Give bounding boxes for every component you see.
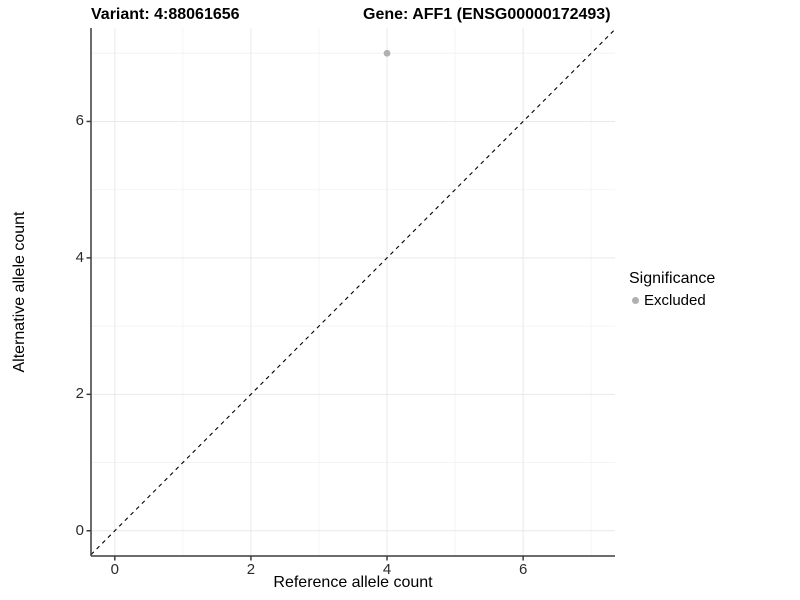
plot-title-gene: Gene: AFF1 (ENSG00000172493) [363, 6, 611, 23]
legend-items: Excluded [629, 292, 797, 309]
y-axis-title: Alternative allele count [11, 211, 28, 373]
identity-line [90, 28, 616, 556]
x-tick-label: 6 [518, 561, 528, 578]
x-axis-title: Reference allele count [273, 574, 433, 591]
y-tick-label: 6 [75, 112, 84, 130]
x-tick-label: 0 [110, 561, 119, 578]
y-tick-label: 0 [75, 521, 84, 539]
x-tick-label: 4 [382, 561, 392, 578]
legend: Significance Excluded [629, 270, 797, 309]
y-tick-label: 4 [75, 248, 84, 266]
legend-title: Significance [629, 270, 716, 287]
legend-item: Excluded [629, 292, 797, 309]
legend-item-label: Excluded [644, 292, 706, 309]
y-tick-label: 2 [75, 385, 84, 403]
plot-title-variant: Variant: 4:88061656 [91, 6, 240, 23]
data-point [383, 49, 391, 57]
legend-dot-icon [632, 297, 639, 304]
x-tick-label: 2 [246, 561, 256, 578]
